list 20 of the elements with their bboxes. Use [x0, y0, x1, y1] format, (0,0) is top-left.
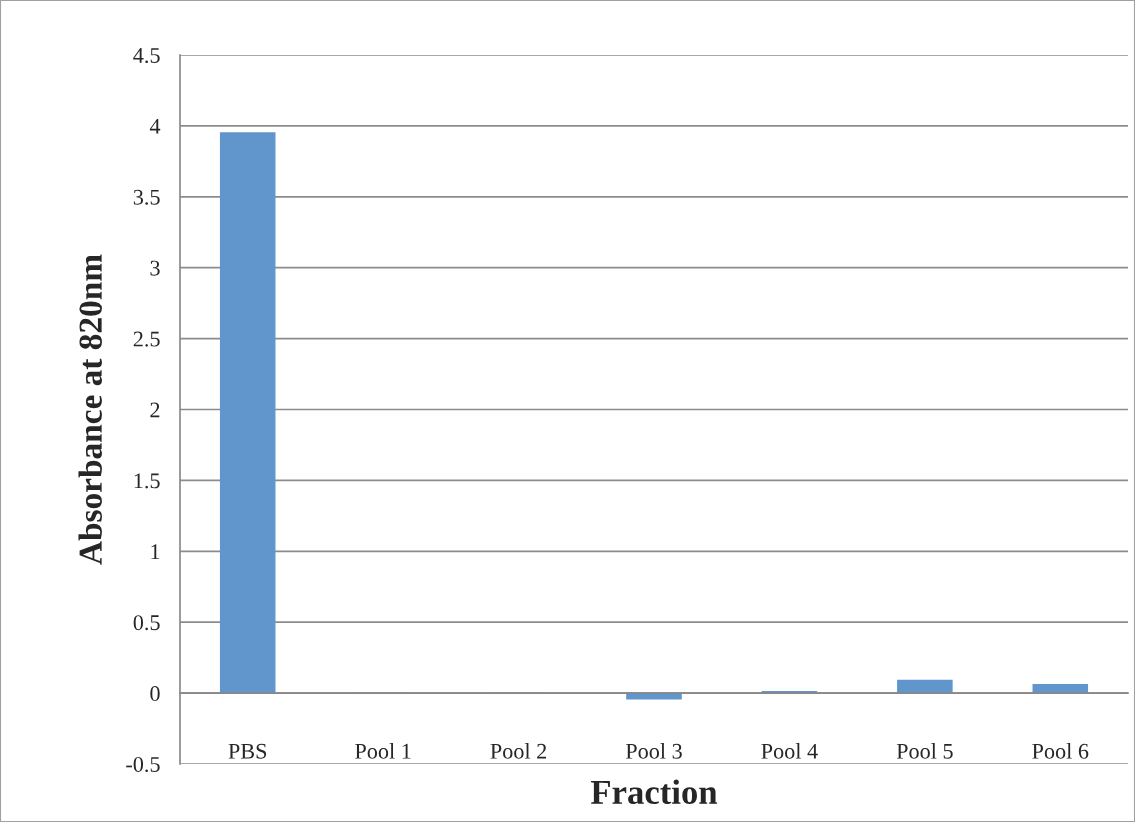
x-tick-label: Pool 5 [896, 743, 953, 759]
x-tick-label: Pool 2 [490, 743, 547, 759]
x-tick-label: Pool 3 [625, 743, 682, 759]
y-tick-label: 0 [150, 686, 160, 702]
x-tick-label: Pool 6 [1032, 743, 1089, 759]
x-tick-label: PBS [228, 743, 267, 759]
y-tick-label: 2 [150, 402, 160, 418]
x-tick-label: Pool 1 [355, 743, 411, 759]
y-tick-label: 2.5 [133, 331, 160, 347]
x-tick-label: Pool 4 [761, 743, 818, 759]
y-tick-label: 1.5 [134, 473, 160, 489]
y-axis-title: Absorbance at 820nm [78, 254, 102, 565]
y-tick-label: 0.5 [133, 615, 160, 631]
y-tick-label: 1 [151, 544, 160, 560]
y-tick-label: 3.5 [133, 189, 160, 205]
x-axis-title: Fraction [590, 779, 718, 805]
y-tick-label: 3 [150, 260, 160, 276]
y-tick-label: 4.5 [133, 48, 160, 64]
y-tick-label: 4 [149, 118, 161, 134]
y-tick-label: -0.5 [126, 756, 160, 773]
